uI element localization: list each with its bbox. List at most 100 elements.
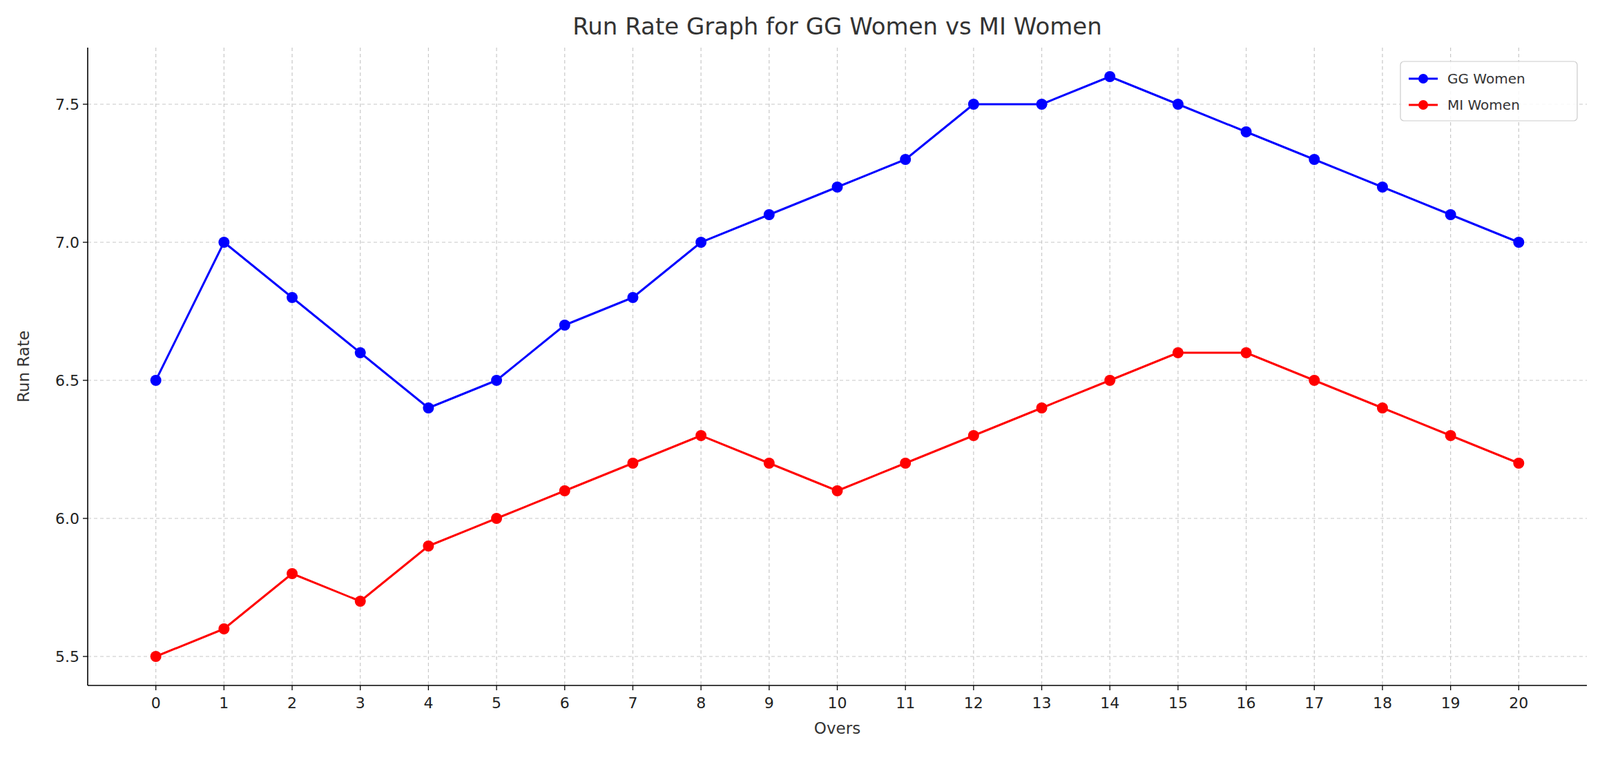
x-tick-label: 0 [151,694,161,712]
x-tick-label: 18 [1372,694,1393,712]
x-tick-label: 20 [1508,694,1529,712]
x-axis [87,685,1587,687]
x-tick-label: 6 [560,694,570,712]
point [286,568,298,580]
plot-area [150,71,1525,663]
point [1104,374,1116,387]
x-tick-label: 9 [764,694,775,712]
x-tick [564,685,565,691]
x-grid-line [1109,47,1111,686]
x-tick [428,685,429,691]
point [559,319,571,331]
point [1445,209,1457,221]
x-grid-line [700,47,702,686]
x-grid-line [223,47,225,686]
x-tick [700,685,701,691]
x-tick [495,685,497,691]
x-tick-label: 12 [964,694,984,712]
x-tick [155,685,157,691]
x-grid-line [836,47,838,686]
y-tick-label: 6.0 [55,510,80,528]
point [695,236,707,248]
point [1036,98,1048,110]
legend-marker [1418,100,1429,110]
y-axis-label: Run Rate [14,330,33,403]
y-grid-line [87,379,1587,381]
x-grid-line [291,47,293,686]
x-grid-line [1041,47,1043,686]
point [150,651,162,663]
x-tick [1041,685,1043,691]
legend-marker [1418,73,1429,84]
x-tick-label: 10 [827,694,848,712]
x-tick [1314,685,1315,691]
point [763,457,775,469]
x-tick [223,685,225,691]
point [218,623,230,635]
x-axis-label: Overs [814,719,861,738]
point [1240,347,1252,359]
y-tick-label: 6.5 [55,372,80,390]
x-grid-line [768,47,770,686]
point [1172,98,1184,110]
x-tick-label: 3 [355,694,366,712]
y-tick [82,103,88,105]
y-grid-line [87,103,1587,105]
y-tick [82,517,88,519]
point [422,402,434,414]
point [559,485,571,497]
x-tick-label: 11 [895,694,915,712]
x-tick-label: 1 [218,694,229,712]
point [1240,126,1252,138]
x-tick [1245,685,1247,691]
y-tick [82,379,88,381]
x-tick [1381,685,1383,691]
point [1036,402,1048,414]
point [286,292,298,304]
y-tick-label: 7.0 [55,234,80,252]
point [968,430,980,442]
x-tick-label: 5 [491,694,502,712]
legend-label: GG Women [1447,70,1526,88]
point [695,430,707,442]
point [832,181,844,193]
x-grid-line [1245,47,1247,686]
x-tick [972,685,974,691]
y-axis [87,47,89,686]
y-grid-line [87,241,1587,243]
legend: GG Women MI Women [1400,61,1578,121]
point [422,540,434,552]
grid [87,47,1587,686]
x-tick [632,685,634,691]
point [832,485,844,497]
point [490,513,503,525]
x-tick-label: 2 [287,694,297,712]
x-tick-label: 16 [1236,694,1257,712]
x-tick [359,685,361,691]
y-grid-line [87,517,1587,519]
point [150,374,162,387]
x-tick [1109,685,1111,691]
x-grid-line [1381,47,1383,686]
x-grid-line [1450,47,1451,686]
x-grid-line [495,47,497,686]
x-grid-line [905,47,906,686]
x-tick-label: 8 [696,694,706,712]
series-line [156,76,1520,409]
point [1172,347,1184,359]
y-tick-label: 7.5 [55,95,80,114]
x-tick [1450,685,1451,691]
x-grid-line [564,47,565,686]
title: Run Rate Graph for GG Women vs MI Women [572,12,1103,41]
x-tick-label: 15 [1168,694,1188,712]
point [899,153,911,166]
point [354,347,366,359]
point [218,236,230,248]
legend-label: MI Women [1447,96,1520,114]
point [1376,402,1389,414]
x-tick [1518,685,1520,691]
y-tick-label: 5.5 [55,648,80,666]
point [1445,430,1457,442]
x-tick-label: 14 [1100,694,1120,712]
x-tick [291,685,293,691]
